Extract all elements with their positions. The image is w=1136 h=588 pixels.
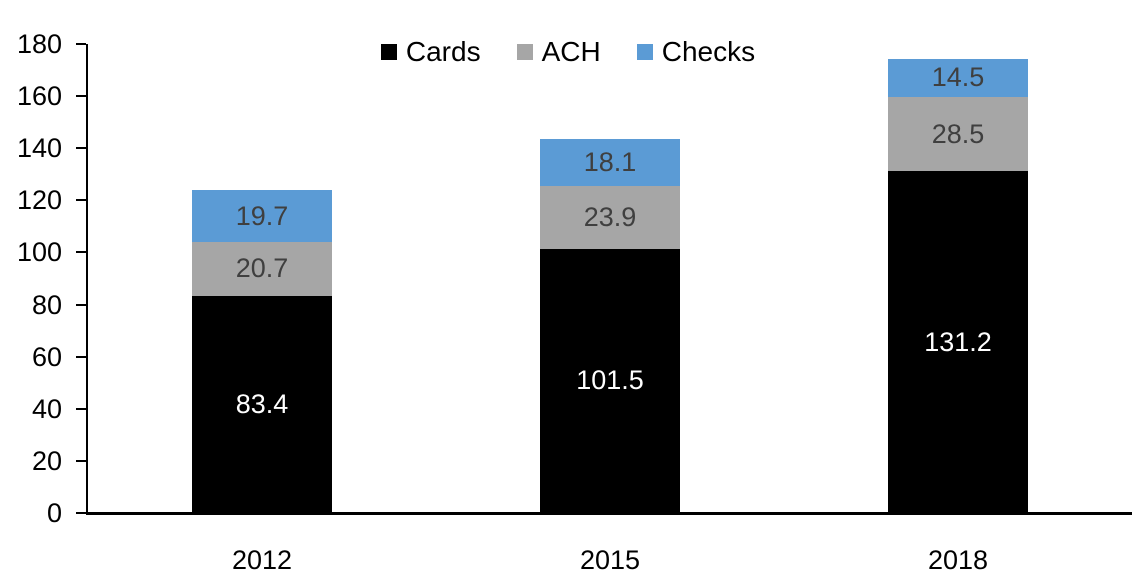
y-tick-label: 40 (31, 393, 62, 424)
legend-item: Cards (380, 36, 481, 68)
legend-swatch (516, 44, 533, 60)
y-axis-tick (76, 407, 86, 410)
bar-segment: 83.4 (192, 295, 332, 513)
legend-label: Checks (661, 36, 756, 67)
y-tick-label: 20 (31, 445, 62, 476)
x-axis-line (86, 512, 1132, 515)
legend-item: Checks (636, 36, 756, 68)
bar-value-label: 18.1 (583, 147, 637, 178)
y-axis-line (86, 44, 88, 514)
y-axis-tick (76, 147, 86, 150)
bar-value-label: 83.4 (235, 388, 289, 419)
legend-label: Cards (405, 36, 481, 67)
y-axis-tick (76, 512, 86, 514)
bar-segment: 20.7 (192, 241, 332, 296)
bar-segment: 28.5 (888, 96, 1028, 172)
y-axis-tick (76, 459, 86, 462)
y-axis-tick (76, 303, 86, 306)
legend-label: ACH (541, 36, 601, 67)
legend-item: ACH (516, 36, 601, 68)
bar-value-label: 28.5 (931, 118, 985, 149)
x-category-label: 2012 (231, 545, 293, 575)
chart-legend: Cards ACH Checks (0, 36, 1136, 68)
y-axis-tick (76, 43, 86, 45)
y-axis-tick (76, 199, 86, 202)
bar-segment: 23.9 (540, 186, 680, 249)
y-axis-tick (76, 95, 86, 98)
y-axis-tick (76, 251, 86, 254)
bar-value-label: 101.5 (576, 365, 644, 396)
y-axis-tick (76, 355, 86, 358)
y-tick-label: 140 (16, 133, 62, 164)
legend-swatch (636, 44, 653, 60)
bar-segment: 101.5 (540, 248, 680, 513)
legend-swatch (380, 44, 397, 60)
bar-value-label: 23.9 (583, 201, 637, 232)
y-tick-label: 80 (31, 289, 62, 320)
x-category-label: 2015 (579, 545, 641, 575)
x-category-label: 2018 (927, 545, 989, 575)
bar-segment: 131.2 (888, 171, 1028, 513)
y-tick-label: 160 (16, 81, 62, 112)
y-tick-label: 100 (16, 237, 62, 268)
bar-value-label: 20.7 (235, 253, 289, 284)
bar-value-label: 14.5 (931, 62, 985, 93)
bar-segment: 14.5 (888, 59, 1028, 97)
bar-value-label: 19.7 (235, 200, 289, 231)
bar-segment: 18.1 (540, 139, 680, 187)
y-tick-label: 180 (16, 29, 62, 59)
y-tick-label: 60 (31, 341, 62, 372)
bar-segment: 19.7 (192, 190, 332, 242)
y-tick-label: 0 (46, 498, 62, 528)
bar-value-label: 131.2 (924, 326, 992, 357)
y-tick-label: 120 (16, 185, 62, 216)
